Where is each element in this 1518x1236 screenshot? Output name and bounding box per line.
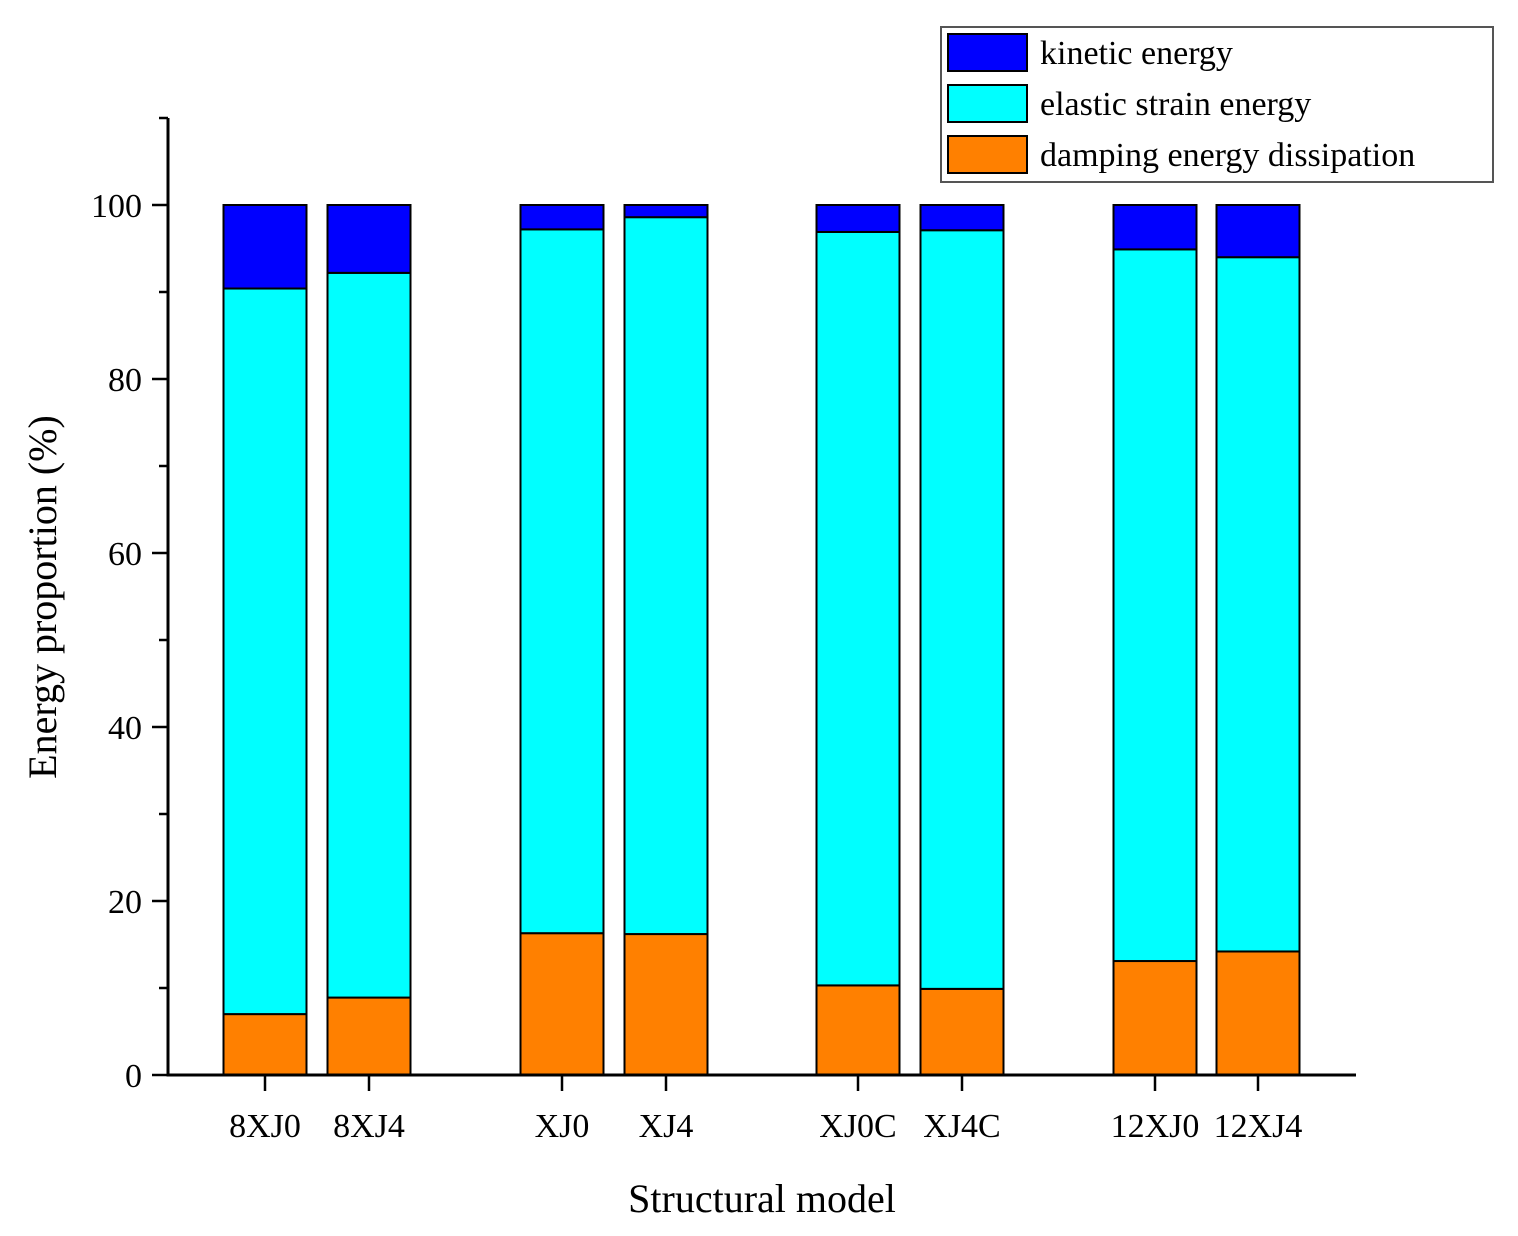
bar-segment-XJ4-kinetic-energy: [623, 204, 709, 219]
legend: kinetic energy elastic strain energy dampi…: [940, 26, 1494, 183]
bar-segment-12XJ0-damping-energy-dissipation: [1112, 960, 1198, 1077]
bar-segment-8XJ0-kinetic-energy: [222, 204, 308, 290]
bar-segment-XJ0-elastic-strain-energy: [519, 228, 605, 935]
bar-stack-XJ0C: [815, 204, 901, 1077]
y-tick-label-40: 40: [108, 710, 142, 747]
bar-segment-12XJ0-kinetic-energy: [1112, 204, 1198, 251]
axes-layer: 0 20 40 60 80 100 8XJ0 8XJ4 XJ0 XJ4 XJ0C XJ4C 12XJ0 1…: [91, 116, 1356, 1145]
y-tick-label-100: 100: [91, 188, 142, 225]
bar-stack-12XJ4: [1215, 204, 1301, 1077]
bar-stack-12XJ0: [1112, 204, 1198, 1077]
x-tick-label-12XJ0: 12XJ0: [1111, 1108, 1200, 1145]
bar-stack-8XJ4: [326, 204, 412, 1077]
legend-swatch-damping-energy-dissipation: [947, 135, 1028, 174]
y-axis-title: Energy proportion (%): [20, 415, 65, 779]
bar-segment-XJ4C-damping-energy-dissipation: [919, 987, 1005, 1076]
bar-stack-XJ4: [623, 204, 709, 1076]
bar-stack-XJ0: [519, 204, 605, 1076]
bar-segment-XJ0-kinetic-energy: [519, 204, 605, 231]
legend-label-kinetic-energy: kinetic energy: [1040, 35, 1233, 72]
bars-layer: [222, 204, 1301, 1077]
y-tick-label-60: 60: [108, 536, 142, 573]
y-tick-label-80: 80: [108, 362, 142, 399]
legend-box: [940, 26, 1494, 183]
x-axis-title: Structural model: [628, 1176, 896, 1221]
bar-stack-XJ4C: [919, 204, 1005, 1076]
x-tick-label-XJ4: XJ4: [639, 1108, 694, 1145]
x-tick-label-8XJ4: 8XJ4: [333, 1108, 405, 1145]
bar-segment-8XJ4-elastic-strain-energy: [326, 271, 412, 999]
x-tick-label-XJ0: XJ0: [535, 1108, 590, 1145]
bar-segment-XJ4-damping-energy-dissipation: [623, 933, 709, 1076]
bar-segment-8XJ0-elastic-strain-energy: [222, 287, 308, 1016]
legend-label-elastic-strain-energy: elastic strain energy: [1040, 86, 1311, 123]
bar-segment-12XJ0-elastic-strain-energy: [1112, 248, 1198, 963]
bar-segment-XJ4C-kinetic-energy: [919, 204, 1005, 232]
legend-swatch-kinetic-energy: [947, 33, 1028, 72]
bar-segment-12XJ4-kinetic-energy: [1215, 204, 1301, 259]
bar-segment-12XJ4-damping-energy-dissipation: [1215, 950, 1301, 1077]
bar-segment-8XJ4-kinetic-energy: [326, 204, 412, 274]
bar-segment-XJ0C-elastic-strain-energy: [815, 230, 901, 987]
x-tick-label-12XJ4: 12XJ4: [1214, 1108, 1303, 1145]
x-tick-label-XJ0C: XJ0C: [819, 1108, 896, 1145]
bar-stack-8XJ0: [222, 204, 308, 1076]
x-tick-label-8XJ0: 8XJ0: [229, 1108, 301, 1145]
bar-segment-8XJ0-damping-energy-dissipation: [222, 1013, 308, 1076]
bar-segment-XJ0C-kinetic-energy: [815, 204, 901, 233]
legend-label-damping-energy-dissipation: damping energy dissipation: [1040, 137, 1415, 174]
bar-segment-12XJ4-elastic-strain-energy: [1215, 256, 1301, 953]
y-tick-label-20: 20: [108, 884, 142, 921]
y-tick-label-0: 0: [125, 1058, 142, 1095]
labels-layer: Structural model Energy proportion (%): [20, 415, 896, 1221]
bar-segment-XJ4-elastic-strain-energy: [623, 216, 709, 936]
legend-swatch-elastic-strain-energy: [947, 84, 1028, 123]
bar-segment-XJ0C-damping-energy-dissipation: [815, 984, 901, 1077]
bar-segment-8XJ4-damping-energy-dissipation: [326, 996, 412, 1077]
bar-segment-XJ0-damping-energy-dissipation: [519, 932, 605, 1076]
x-tick-label-XJ4C: XJ4C: [923, 1108, 1000, 1145]
bar-segment-XJ4C-elastic-strain-energy: [919, 229, 1005, 990]
